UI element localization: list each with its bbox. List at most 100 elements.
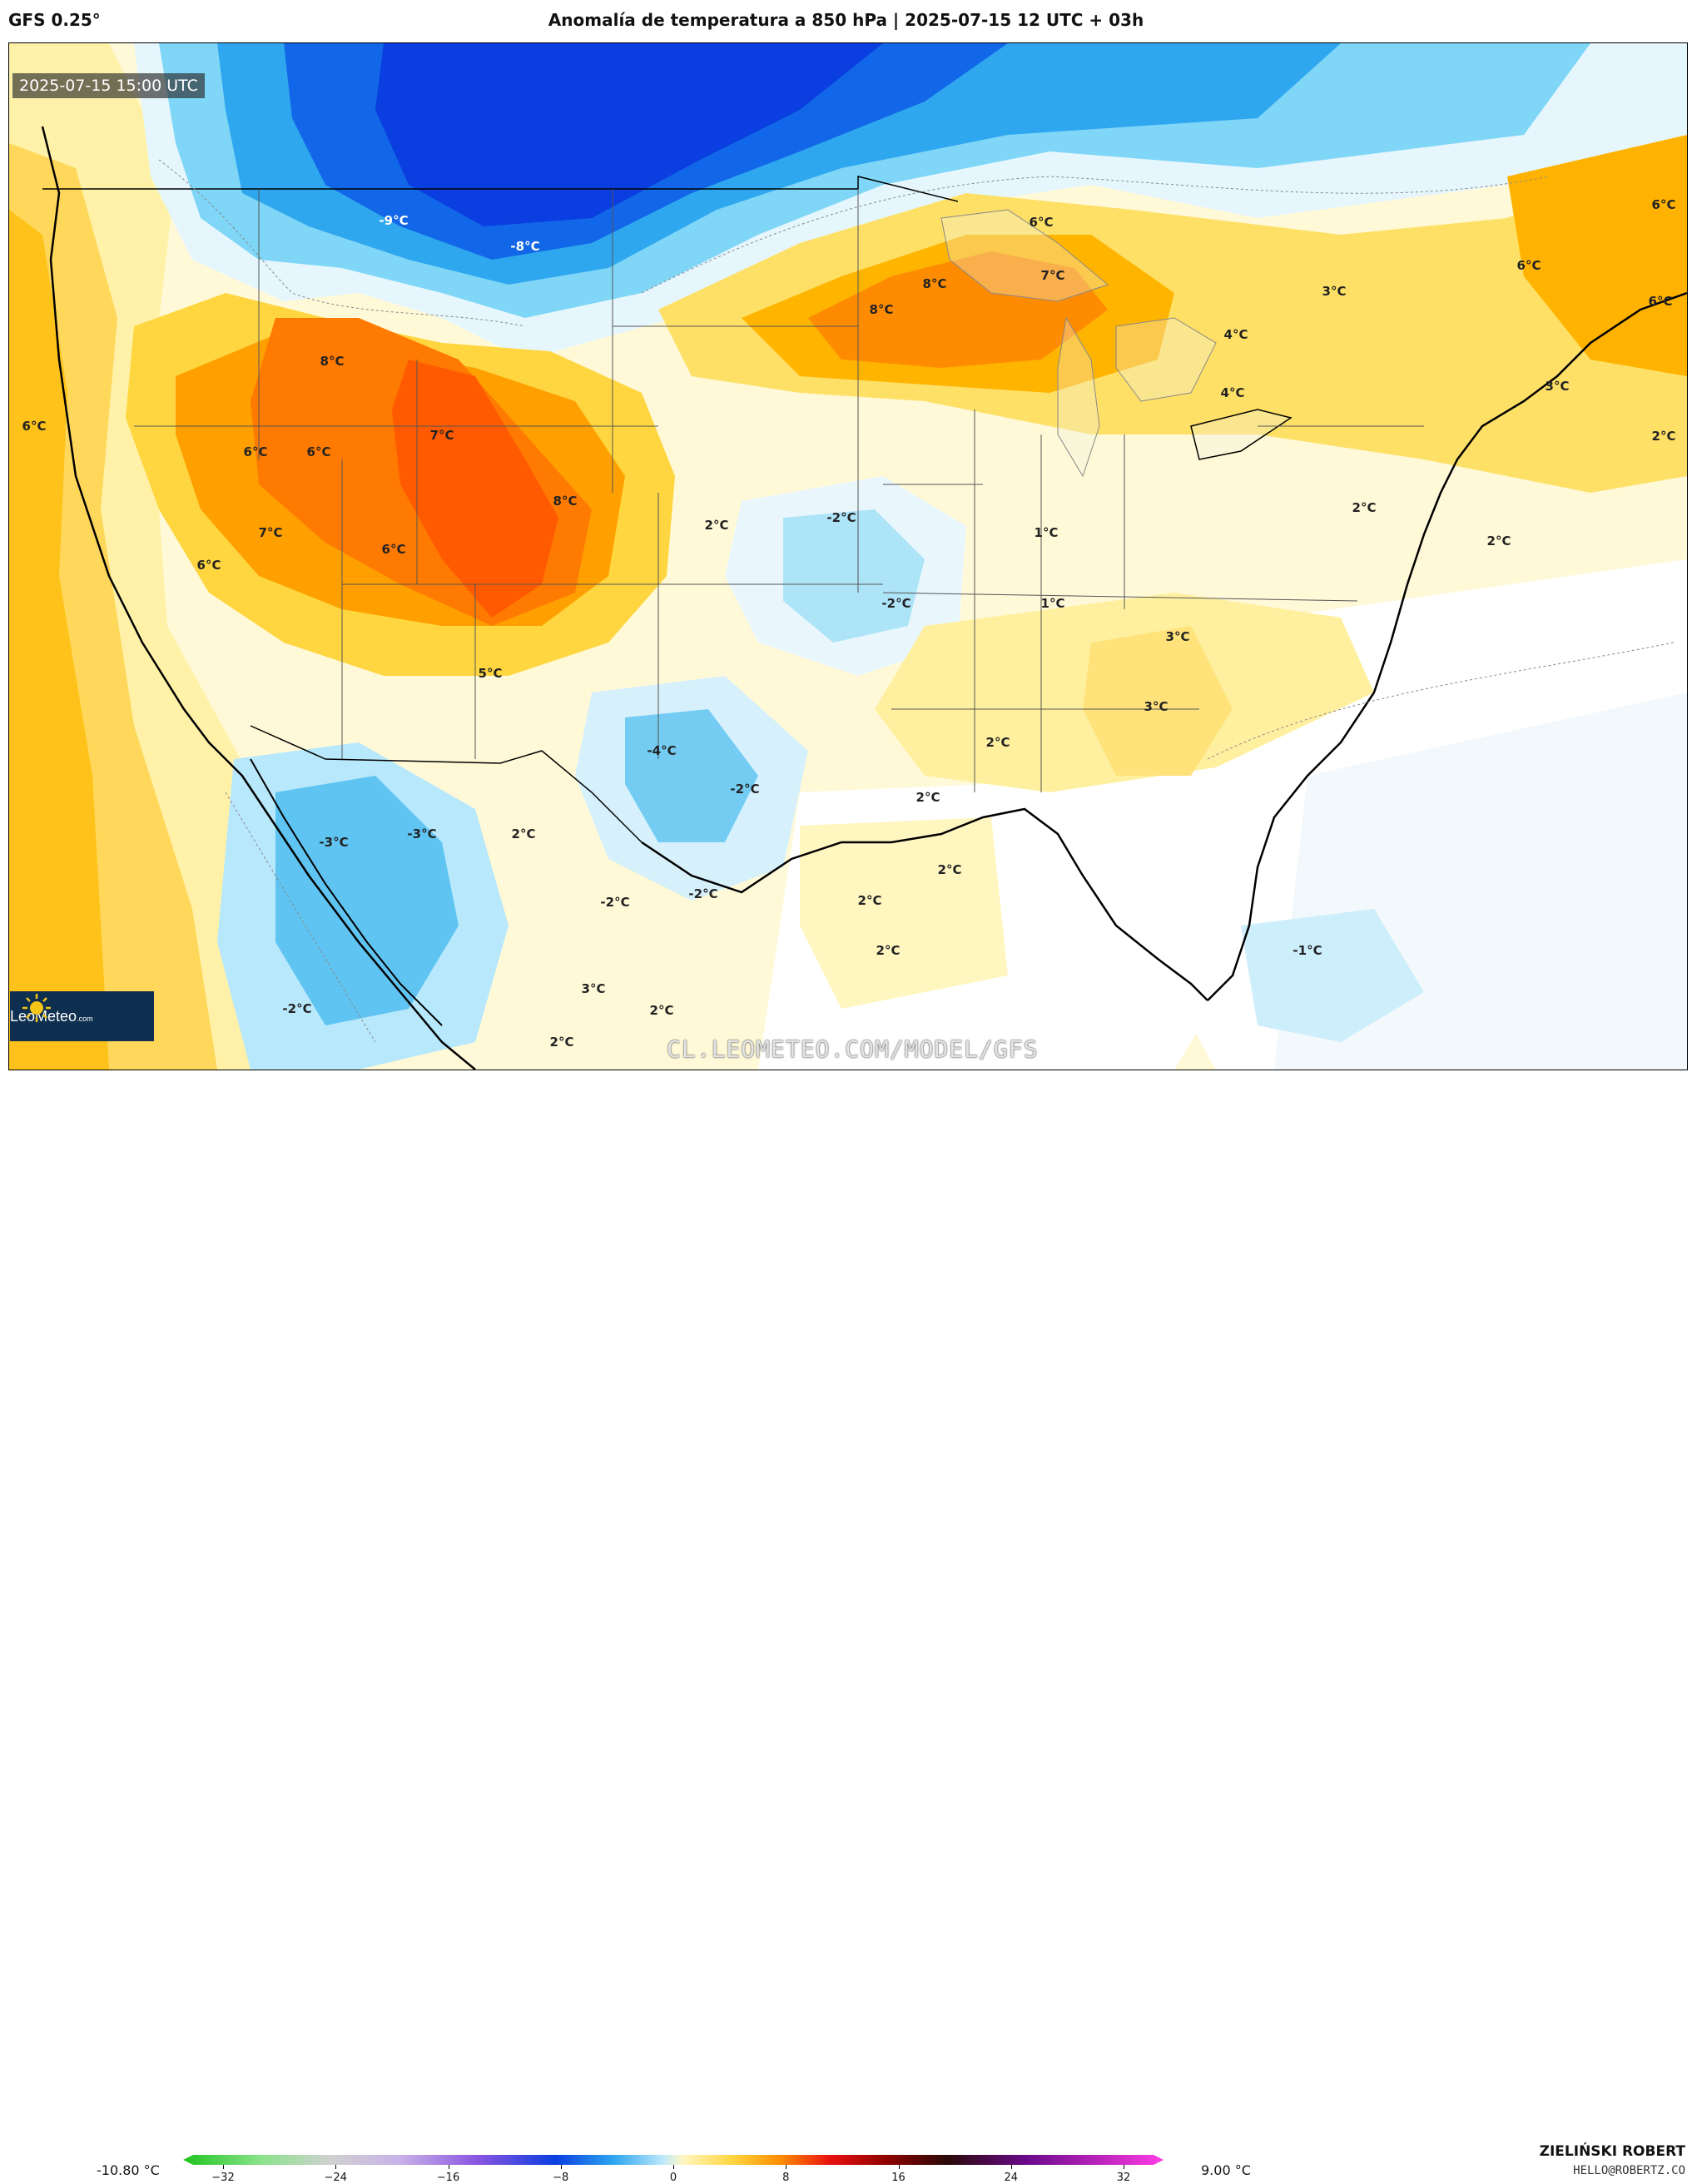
gulf-of-california-coast bbox=[250, 758, 443, 1026]
temp-label: -2°C bbox=[688, 886, 718, 901]
temp-label: -8°C bbox=[510, 239, 540, 254]
temp-label: 4°C bbox=[1223, 327, 1248, 342]
lake-huron bbox=[1115, 317, 1217, 402]
temp-label: 6°C bbox=[306, 444, 331, 459]
header: GFS 0.25° Anomalía de temperatura a 850 … bbox=[0, 0, 1692, 42]
temp-label: 1°C bbox=[1034, 525, 1059, 540]
temp-label: 6°C bbox=[1029, 215, 1054, 230]
sun-icon bbox=[22, 994, 51, 1022]
temp-label: -9°C bbox=[379, 213, 409, 228]
temp-label: 6°C bbox=[22, 419, 47, 434]
colorbar-tick-mark bbox=[223, 2165, 224, 2169]
temp-label: 2°C bbox=[1651, 429, 1676, 444]
temp-label: -2°C bbox=[282, 1001, 312, 1016]
temp-label: 6°C bbox=[381, 542, 406, 557]
colorbar-tick-label: −8 bbox=[553, 2172, 569, 2184]
temp-label: 8°C bbox=[320, 354, 345, 369]
temp-label: 7°C bbox=[1040, 268, 1065, 283]
temp-label: 3°C bbox=[1144, 699, 1169, 714]
colorbar-tick-mark bbox=[673, 2165, 674, 2169]
state-lines bbox=[134, 189, 1424, 792]
colorbar-gradient bbox=[183, 2155, 1164, 2165]
colorbar-tick-label: 24 bbox=[1004, 2172, 1019, 2184]
watermark-url: CL.LEOMETEO.COM/MODEL/GFS bbox=[667, 1035, 1039, 1063]
temp-label: 3°C bbox=[581, 981, 606, 996]
temp-label: 4°C bbox=[1220, 385, 1245, 400]
temp-label: 7°C bbox=[429, 428, 454, 443]
temp-label: 6°C bbox=[196, 558, 221, 573]
temp-label: -2°C bbox=[881, 596, 911, 611]
temp-label: 2°C bbox=[1486, 534, 1511, 548]
map-title: Anomalía de temperatura a 850 hPa | 2025… bbox=[548, 10, 1144, 30]
east-coastline bbox=[1207, 291, 1687, 1001]
temp-label: 2°C bbox=[649, 1003, 674, 1018]
model-name: GFS 0.25° bbox=[8, 10, 101, 30]
temp-label: 6°C bbox=[1516, 258, 1541, 273]
lake-superior bbox=[940, 209, 1109, 302]
colorbar-tick-label: 8 bbox=[782, 2172, 790, 2184]
temp-label: 2°C bbox=[704, 518, 729, 533]
plains-cooler bbox=[783, 509, 925, 643]
colorbar-tick-label: 16 bbox=[891, 2172, 906, 2184]
anomaly-contours bbox=[158, 159, 1675, 1043]
colorbar-tick-label: −24 bbox=[324, 2172, 347, 2184]
north-cold-core bbox=[375, 43, 883, 226]
temp-label: 8°C bbox=[922, 276, 947, 291]
pacific-warm-inner bbox=[9, 210, 109, 1070]
temp-label: 1°C bbox=[1040, 596, 1065, 611]
gulf-coastline bbox=[641, 807, 1208, 1001]
valid-time-badge: 2025-07-15 15:00 UTC bbox=[12, 73, 205, 98]
author-name: ZIELIŃSKI ROBERT bbox=[1539, 2143, 1685, 2160]
temp-label: 3°C bbox=[1165, 629, 1190, 644]
us-mexico-border bbox=[250, 725, 643, 843]
temp-label: 8°C bbox=[553, 494, 578, 509]
baja-colder bbox=[275, 776, 459, 1025]
us-canada-border bbox=[42, 176, 959, 202]
temp-label: -2°C bbox=[730, 782, 760, 797]
temp-label: 2°C bbox=[511, 826, 536, 841]
leometeo-logo[interactable]: LeoMeteo.com bbox=[10, 991, 154, 1041]
colorbar-max-label: 9.00 °C bbox=[1201, 2162, 1251, 2178]
temp-label: 3°C bbox=[1322, 284, 1347, 299]
great-lakes-hot bbox=[808, 251, 1108, 368]
caribbean-cool bbox=[1241, 909, 1424, 1042]
temp-label: 2°C bbox=[915, 790, 940, 805]
temp-label: 2°C bbox=[549, 1035, 574, 1050]
colorbar: -10.80 °C 9.00 °C bbox=[0, 1069, 1692, 2184]
temp-label: -3°C bbox=[407, 826, 437, 841]
colorbar-min-label: -10.80 °C bbox=[97, 2162, 160, 2178]
lake-erie bbox=[1190, 409, 1293, 460]
colorbar-tick-mark bbox=[898, 2165, 900, 2169]
west-coastline bbox=[41, 126, 476, 1070]
colorbar-tick-label: 0 bbox=[669, 2172, 677, 2184]
temp-label: -3°C bbox=[319, 835, 349, 850]
author-email: HELLO@ROBERTZ.CO bbox=[1573, 2164, 1685, 2177]
temp-label: 6°C bbox=[1651, 197, 1676, 212]
temp-label: 8°C bbox=[869, 302, 894, 317]
lake-michigan bbox=[1057, 316, 1100, 478]
southeast-warmer bbox=[1083, 626, 1233, 776]
colorbar-tick-label: −32 bbox=[211, 2172, 235, 2184]
temp-label: 2°C bbox=[937, 862, 962, 877]
temp-label: 2°C bbox=[985, 735, 1010, 750]
temp-label: -4°C bbox=[647, 743, 677, 758]
temp-label: 2°C bbox=[857, 893, 882, 908]
anomaly-map[interactable]: 2025-07-15 15:00 UTC -9°C -8°C 6°C 8°C 7… bbox=[8, 42, 1688, 1070]
colorbar-tick-label: 32 bbox=[1116, 2172, 1131, 2184]
temp-label: -1°C bbox=[1293, 943, 1322, 958]
temp-label: -2°C bbox=[826, 510, 856, 525]
colorbar-tick-mark bbox=[1010, 2165, 1012, 2169]
temp-label: 5°C bbox=[478, 666, 503, 681]
west-hottest bbox=[392, 360, 558, 618]
temp-label: 2°C bbox=[876, 943, 901, 958]
temp-label: 6°C bbox=[243, 444, 268, 459]
colorbar-tick-label: −16 bbox=[436, 2172, 460, 2184]
maritime-warm bbox=[1507, 135, 1687, 376]
temp-label: 6°C bbox=[1648, 294, 1673, 309]
map-canvas bbox=[9, 43, 1687, 1070]
colorbar-tick-mark bbox=[335, 2165, 337, 2169]
colorbar-tick-mark bbox=[560, 2165, 562, 2169]
gulf-warm-patch bbox=[800, 817, 1008, 1009]
temp-label: -2°C bbox=[600, 895, 630, 910]
temp-label: 3°C bbox=[1545, 379, 1570, 394]
